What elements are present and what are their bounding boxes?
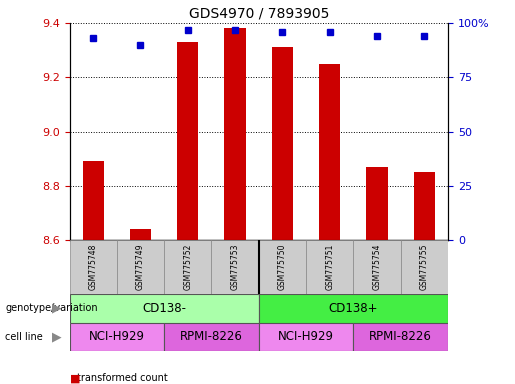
Text: GSM775751: GSM775751 (325, 244, 334, 290)
Bar (353, 323, 448, 351)
Text: GSM775752: GSM775752 (183, 244, 192, 290)
Text: CD138+: CD138+ (329, 302, 378, 314)
Bar (225, 28, 246, 240)
Text: CD138-: CD138- (142, 302, 186, 314)
Bar (70, 323, 164, 351)
Bar (367, 167, 388, 240)
Bar (353, 240, 401, 294)
Bar (164, 323, 259, 351)
Bar (177, 42, 198, 240)
Text: GSM775753: GSM775753 (231, 243, 239, 290)
Text: transformed count: transformed count (77, 373, 168, 383)
Bar (70, 240, 117, 294)
Text: ■: ■ (70, 373, 80, 383)
Text: GSM775755: GSM775755 (420, 243, 429, 290)
Text: GSM775754: GSM775754 (372, 243, 382, 290)
Bar (130, 229, 151, 240)
Bar (272, 48, 293, 240)
Bar (117, 240, 164, 294)
Text: NCI-H929: NCI-H929 (89, 331, 145, 343)
Text: GSM775748: GSM775748 (89, 244, 98, 290)
Bar (259, 240, 306, 294)
Bar (164, 240, 212, 294)
Text: RPMI-8226: RPMI-8226 (369, 331, 432, 343)
Bar (414, 172, 435, 240)
Bar (319, 64, 340, 240)
Title: GDS4970 / 7893905: GDS4970 / 7893905 (188, 7, 329, 20)
Bar (401, 240, 448, 294)
Text: ▶: ▶ (52, 302, 61, 314)
Text: RPMI-8226: RPMI-8226 (180, 331, 243, 343)
Text: GSM775749: GSM775749 (136, 243, 145, 290)
Bar (70, 294, 259, 323)
Bar (306, 240, 353, 294)
Text: NCI-H929: NCI-H929 (278, 331, 334, 343)
Bar (212, 240, 259, 294)
Text: cell line: cell line (5, 332, 43, 342)
Text: GSM775750: GSM775750 (278, 243, 287, 290)
Bar (82, 161, 104, 240)
Bar (259, 294, 448, 323)
Text: ▶: ▶ (52, 331, 61, 343)
Bar (259, 323, 353, 351)
Text: genotype/variation: genotype/variation (5, 303, 98, 313)
